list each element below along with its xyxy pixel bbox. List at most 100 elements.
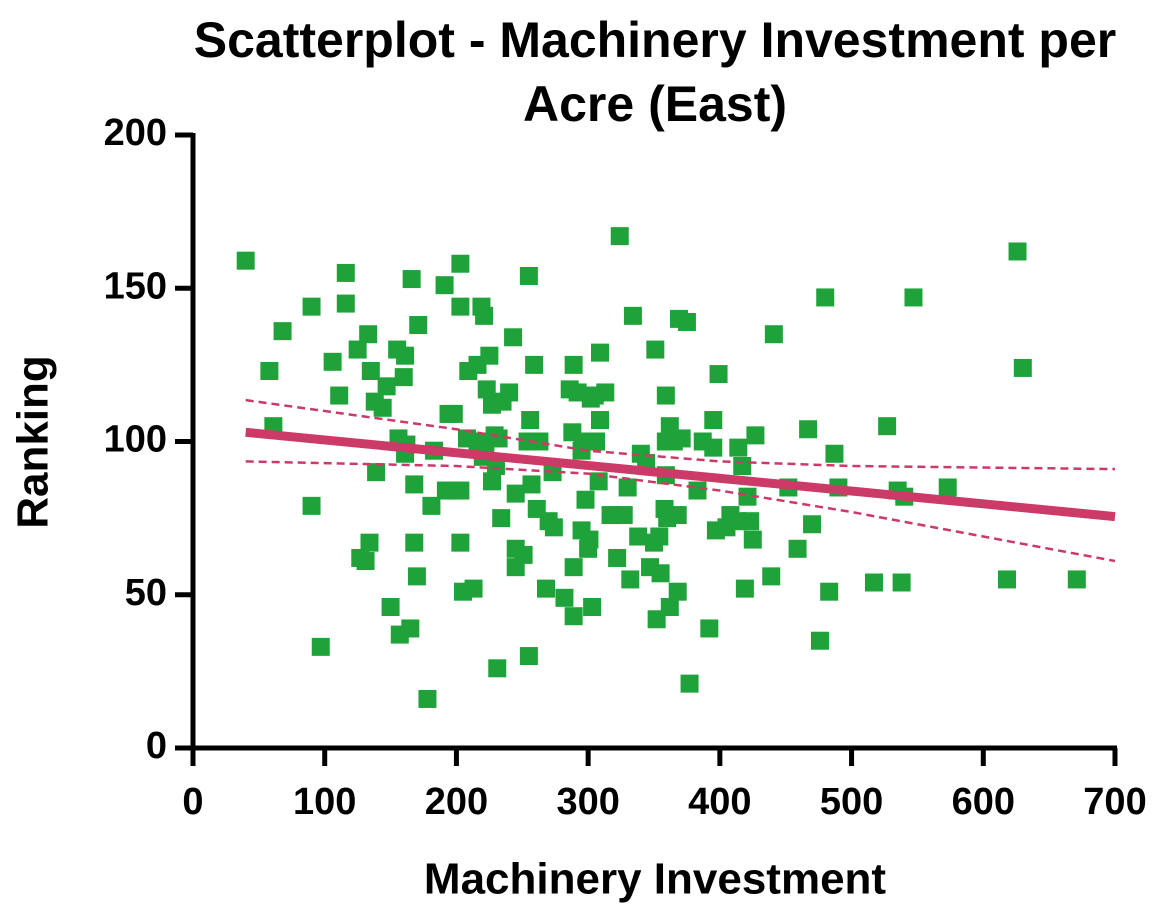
point [892,573,911,592]
point [590,411,609,430]
point [330,386,349,405]
point [407,567,426,586]
point [590,343,609,362]
point [323,352,342,371]
point [492,509,511,528]
point [608,548,627,567]
point [738,487,757,506]
point [564,355,583,374]
point [704,411,723,430]
point [405,533,424,552]
confidence-band [245,460,1116,563]
point [700,619,719,638]
point [803,515,822,534]
point [506,484,525,503]
point [709,365,728,384]
point [401,619,420,638]
point [810,631,829,650]
point [336,263,355,282]
point [762,567,781,586]
y-axis-label: Ranking [9,355,58,529]
point [583,598,602,617]
point [464,579,483,598]
point [543,463,562,482]
point [623,306,642,325]
point [618,478,637,497]
point [336,294,355,313]
point [610,227,629,246]
point [564,607,583,626]
point [788,539,807,558]
point [488,659,507,678]
point [451,254,470,273]
point [746,426,765,445]
y-tick-label: 200 [104,112,167,154]
point [418,689,437,708]
x-tick-label: 300 [556,781,619,823]
point [519,647,538,666]
point [409,316,428,335]
point [743,530,762,549]
point [629,527,648,546]
x-tick-label: 0 [182,781,203,823]
point [525,355,544,374]
point [311,637,330,656]
point [668,506,687,525]
y-tick-label: 0 [146,725,167,767]
point [614,506,633,525]
point [451,297,470,316]
point [729,438,748,457]
chart-title: Scatterplot - Machinery Investment per A… [193,12,1117,132]
point [405,475,424,494]
point [500,383,519,402]
point [530,432,549,451]
x-tick-label: 700 [1083,781,1146,823]
point [394,368,413,387]
point [544,518,563,537]
point [236,251,255,270]
point [799,420,818,439]
point [672,429,691,448]
point [519,266,538,285]
point [1008,242,1027,261]
point [580,530,599,549]
point [477,380,496,399]
point [904,288,923,307]
point [704,438,723,457]
point [356,552,375,571]
point [359,325,378,344]
point [435,276,454,295]
point [451,533,470,552]
point [668,582,687,601]
point [864,573,883,592]
point [521,411,540,430]
point [656,386,675,405]
point [475,306,494,325]
point [938,478,957,497]
point [504,328,523,347]
point [555,588,574,607]
point [422,496,441,515]
point [677,312,696,331]
point [381,598,400,617]
point [587,432,606,451]
y-tick-label: 150 [104,265,167,307]
point [1013,358,1032,377]
point [480,346,499,365]
point [660,598,679,617]
x-tick-label: 500 [820,781,883,823]
point [596,383,615,402]
point [273,322,292,341]
point [680,674,699,693]
point [650,527,669,546]
x-tick-label: 600 [952,781,1015,823]
point [377,377,396,396]
point [373,398,392,417]
point [302,297,321,316]
confidence-band [245,398,1116,471]
point [688,481,707,500]
point [764,325,783,344]
point [348,340,367,359]
